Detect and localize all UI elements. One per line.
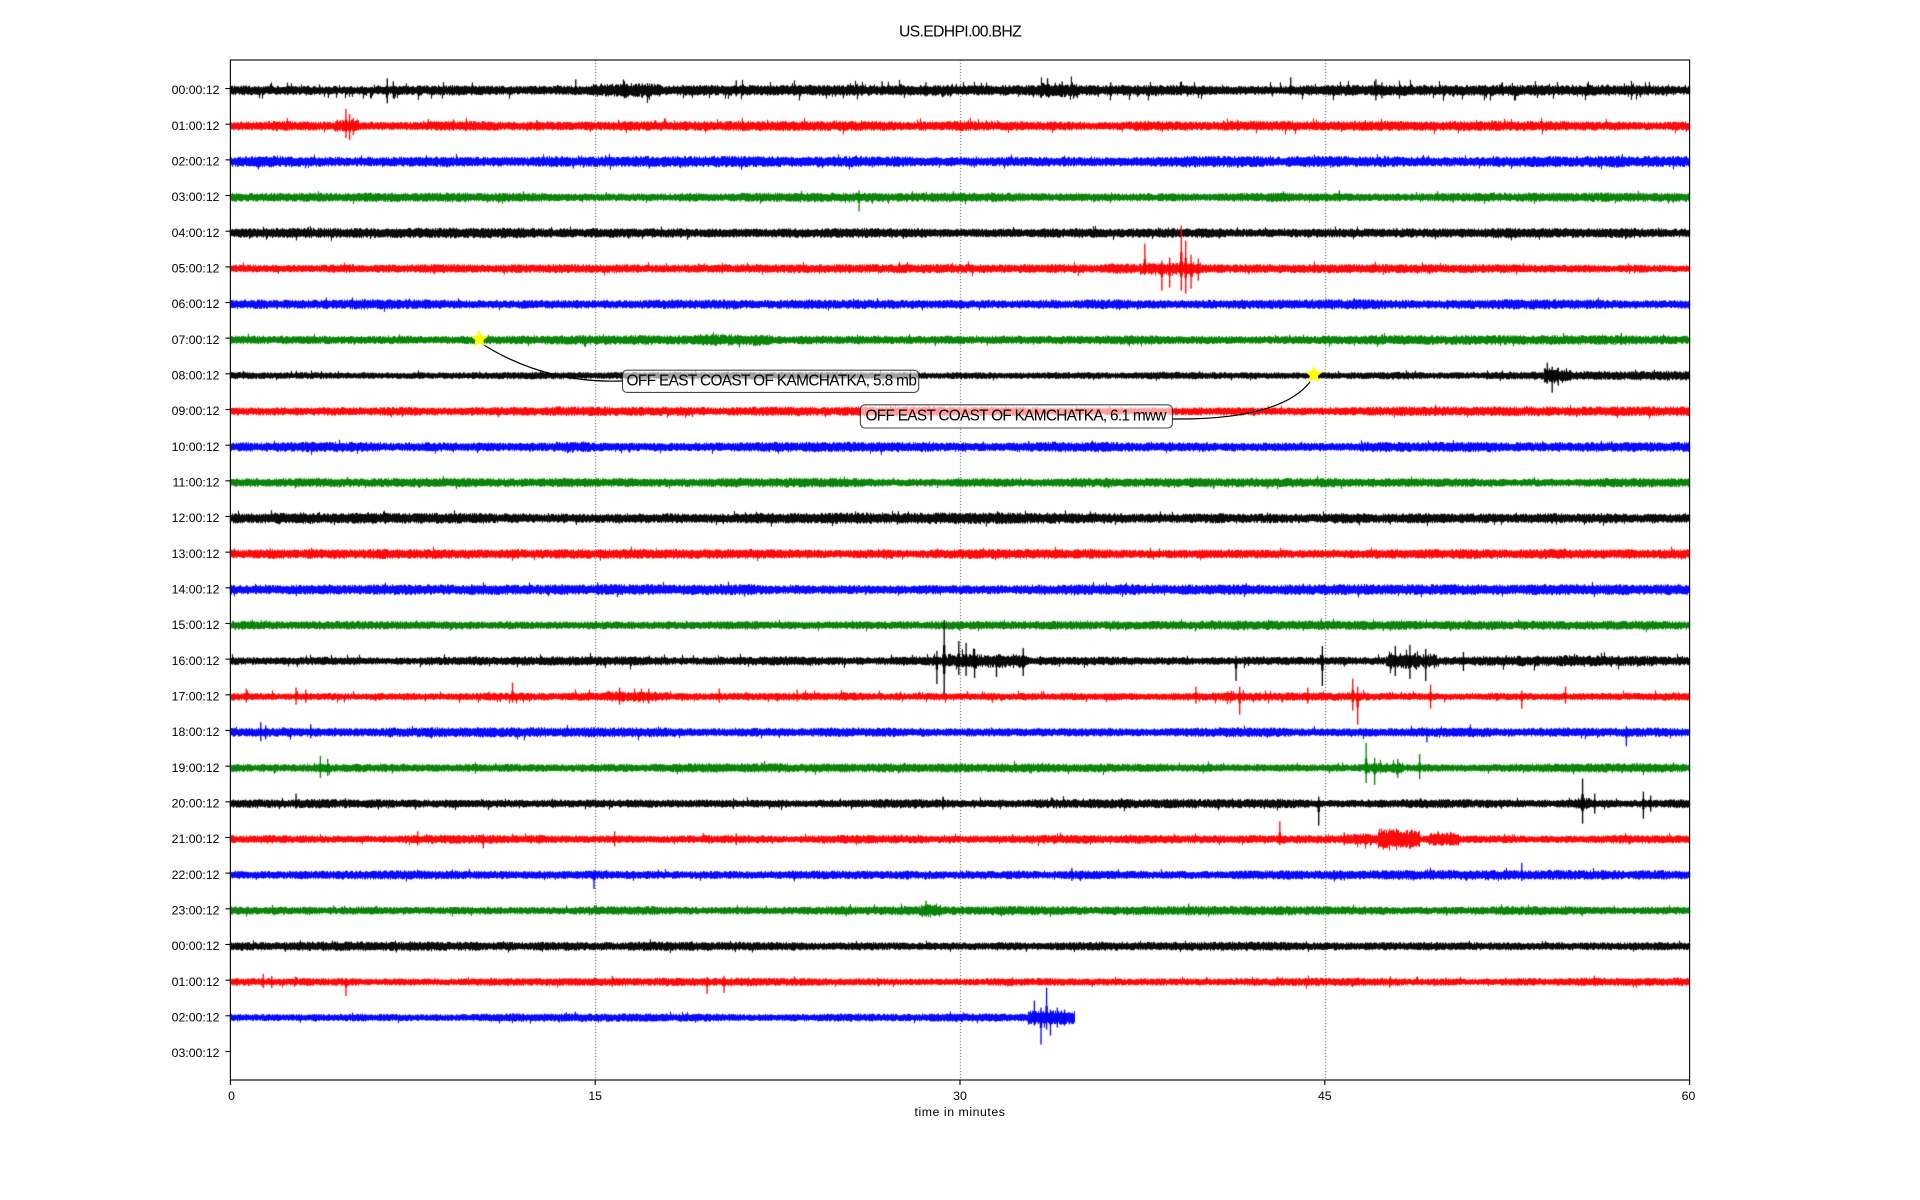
svg-text:11:00:12: 11:00:12 <box>173 476 220 490</box>
svg-text:17:00:12: 17:00:12 <box>172 690 220 704</box>
svg-text:14:00:12: 14:00:12 <box>172 583 220 597</box>
svg-text:18:00:12: 18:00:12 <box>172 725 220 739</box>
svg-text:05:00:12: 05:00:12 <box>172 262 220 276</box>
svg-text:22:00:12: 22:00:12 <box>172 868 220 882</box>
svg-text:OFF EAST COAST OF KAMCHATKA, 5: OFF EAST COAST OF KAMCHATKA, 5.8 mb <box>627 373 917 390</box>
svg-text:23:00:12: 23:00:12 <box>172 904 220 918</box>
svg-text:02:00:12: 02:00:12 <box>172 155 220 169</box>
svg-text:03:00:12: 03:00:12 <box>172 190 220 204</box>
svg-text:02:00:12: 02:00:12 <box>172 1011 220 1025</box>
svg-text:60: 60 <box>1682 1089 1696 1103</box>
svg-text:20:00:12: 20:00:12 <box>172 797 220 811</box>
svg-text:06:00:12: 06:00:12 <box>172 297 220 311</box>
svg-text:07:00:12: 07:00:12 <box>172 333 220 347</box>
svg-text:45: 45 <box>1318 1089 1332 1103</box>
svg-text:00:00:12: 00:00:12 <box>172 939 220 953</box>
svg-text:00:00:12: 00:00:12 <box>172 83 220 97</box>
svg-text:16:00:12: 16:00:12 <box>172 654 220 668</box>
svg-text:09:00:12: 09:00:12 <box>172 404 220 418</box>
svg-text:OFF EAST COAST OF KAMCHATKA, 6: OFF EAST COAST OF KAMCHATKA, 6.1 mww <box>866 408 1168 425</box>
svg-text:21:00:12: 21:00:12 <box>172 832 220 846</box>
svg-text:03:00:12: 03:00:12 <box>172 1046 220 1060</box>
svg-text:0: 0 <box>228 1089 235 1103</box>
svg-text:10:00:12: 10:00:12 <box>172 440 220 454</box>
svg-text:19:00:12: 19:00:12 <box>172 761 220 775</box>
svg-text:30: 30 <box>953 1089 967 1103</box>
svg-text:13:00:12: 13:00:12 <box>172 547 220 561</box>
svg-text:time in minutes: time in minutes <box>915 1105 1006 1119</box>
svg-text:15:00:12: 15:00:12 <box>172 618 220 632</box>
svg-text:01:00:12: 01:00:12 <box>172 975 220 989</box>
svg-text:15: 15 <box>588 1089 602 1103</box>
svg-text:01:00:12: 01:00:12 <box>172 119 220 133</box>
svg-text:08:00:12: 08:00:12 <box>172 369 220 383</box>
svg-text:04:00:12: 04:00:12 <box>172 226 220 240</box>
svg-text:US.EDHPI.00.BHZ: US.EDHPI.00.BHZ <box>899 23 1022 40</box>
svg-text:12:00:12: 12:00:12 <box>172 511 220 525</box>
